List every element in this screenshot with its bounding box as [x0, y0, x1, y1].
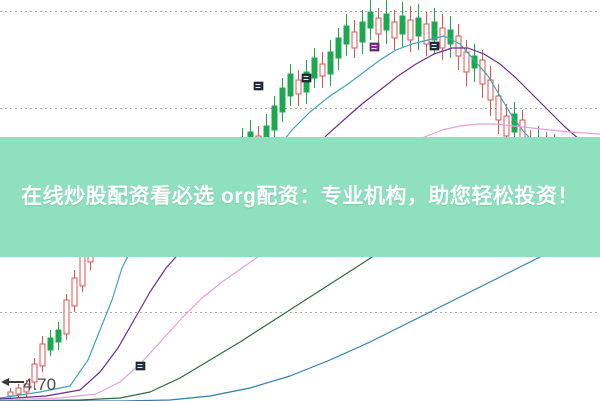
advertisement-text: 在线炒股配资看必选 org配资：专业机构，助您轻松投资！: [21, 185, 579, 208]
price-pointer-icon: [1, 378, 24, 386]
advertisement-banner[interactable]: 在线炒股配资看必选 org配资：专业机构，助您轻松投资！: [0, 137, 600, 257]
price-label: 4.70: [23, 375, 57, 394]
